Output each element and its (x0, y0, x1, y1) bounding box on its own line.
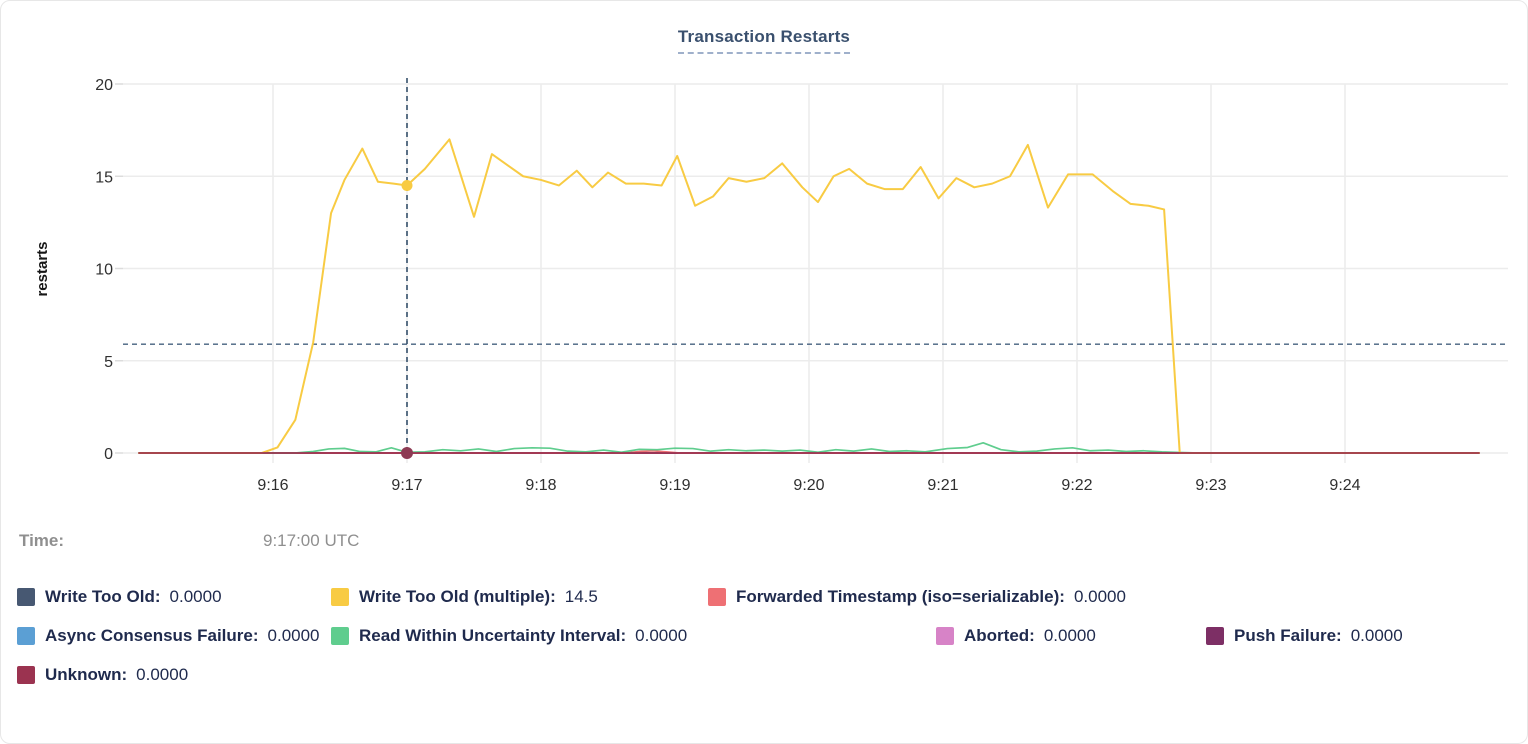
legend-item-forwarded-timestamp-iso-serializable[interactable]: Forwarded Timestamp (iso=serializable): 0… (708, 587, 1126, 607)
x-tick-label: 9:17 (391, 477, 422, 494)
y-tick-label: 15 (95, 169, 113, 186)
highlight-dot (401, 179, 413, 191)
legend-label: Async Consensus Failure: (45, 626, 259, 645)
legend-label: Write Too Old: (45, 587, 161, 606)
chart-title[interactable]: Transaction Restarts (677, 27, 851, 54)
chart-plot-area[interactable]: 0 5 10 15 20 9:16 9:17 9:18 9:19 9:20 9:21 9:22 9:23… (1, 1, 1527, 513)
time-value: 9:17:00 UTC (263, 531, 360, 550)
x-tick-label: 9:22 (1061, 477, 1092, 494)
series-color-swatch (1206, 627, 1224, 645)
legend-value: 0.0000 (1043, 626, 1096, 645)
legend-value: 0.0000 (169, 587, 222, 606)
series-color-swatch (331, 588, 349, 606)
x-tick-label: 9:23 (1195, 477, 1226, 494)
legend-label: Write Too Old (multiple): (359, 587, 556, 606)
zero-highlight-dot (401, 447, 413, 459)
hover-time-row: Time: 9:17:00 UTC (19, 531, 1509, 551)
y-tick-label: 10 (95, 262, 113, 279)
x-tick-label: 9:24 (1329, 477, 1360, 494)
legend-value: 0.0000 (136, 665, 189, 684)
legend-item-read-within-uncertainty-interval[interactable]: Read Within Uncertainty Interval: 0.0000 (331, 626, 936, 646)
legend-item-write-too-old[interactable]: Write Too Old: 0.0000 (17, 587, 331, 607)
x-tick-label: 9:16 (257, 477, 288, 494)
y-tick-label: 20 (95, 77, 113, 94)
legend-row: Unknown: 0.0000 (17, 665, 1513, 685)
legend-value: 0.0000 (267, 626, 320, 645)
legend-label: Forwarded Timestamp (iso=serializable): (736, 587, 1065, 606)
x-tick-label: 9:18 (525, 477, 556, 494)
y-tick-label: 5 (104, 354, 113, 371)
series-color-swatch (17, 588, 35, 606)
y-tick-label: 0 (104, 446, 113, 463)
x-tick-label: 9:19 (659, 477, 690, 494)
series-line-read-within-uncertainty-interval (138, 442, 1480, 454)
legend-value: 0.0000 (635, 626, 688, 645)
legend-item-async-consensus-failure[interactable]: Async Consensus Failure: 0.0000 (17, 626, 331, 646)
legend-row: Async Consensus Failure: 0.0000 Read Withi… (17, 626, 1513, 646)
chart-legend: Write Too Old: 0.0000 Write Too Old (multi… (17, 587, 1513, 704)
legend-label: Unknown: (45, 665, 128, 684)
legend-row: Write Too Old: 0.0000 Write Too Old (multi… (17, 587, 1513, 607)
chart-header: Transaction Restarts (1, 27, 1527, 54)
legend-value: 0.0000 (1350, 626, 1403, 645)
legend-value: 0.0000 (1073, 587, 1126, 606)
legend-label: Aborted: (964, 626, 1035, 645)
series-color-swatch (331, 627, 349, 645)
series-color-swatch (708, 588, 726, 606)
legend-item-aborted[interactable]: Aborted: 0.0000 (936, 626, 1206, 646)
legend-label: Push Failure: (1234, 626, 1342, 645)
series-line-write-too-old-multiple (138, 138, 1480, 454)
legend-item-write-too-old-multiple[interactable]: Write Too Old (multiple): 14.5 (331, 587, 708, 607)
series-color-swatch (17, 666, 35, 684)
series-color-swatch (936, 627, 954, 645)
y-axis-label: restarts (34, 241, 51, 296)
legend-item-unknown[interactable]: Unknown: 0.0000 (17, 665, 188, 685)
time-label: Time: (19, 531, 65, 550)
series-color-swatch (17, 627, 35, 645)
legend-value: 14.5 (564, 587, 598, 606)
legend-label: Read Within Uncertainty Interval: (359, 626, 627, 645)
x-tick-label: 9:20 (793, 477, 824, 494)
x-tick-label: 9:21 (927, 477, 958, 494)
legend-item-push-failure[interactable]: Push Failure: 0.0000 (1206, 626, 1403, 646)
